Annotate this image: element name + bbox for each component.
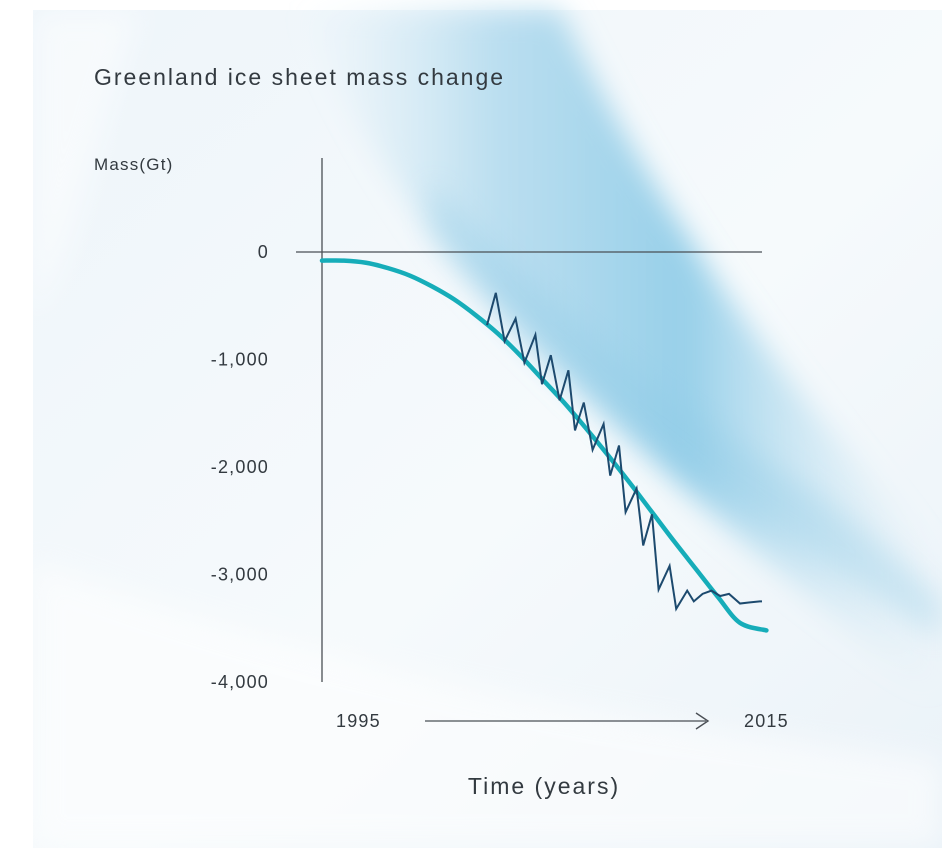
y-tick-label: -1,000 <box>211 350 269 370</box>
x-end-label: 2015 <box>744 711 789 731</box>
y-tick-label: -2,000 <box>211 457 269 477</box>
observed-mass-line <box>486 292 762 612</box>
y-tick-label: -4,000 <box>211 672 269 692</box>
chart-title: Greenland ice sheet mass change <box>94 64 505 90</box>
time-arrow-head <box>695 712 710 730</box>
x-start-label: 1995 <box>336 711 381 731</box>
x-axis-label: Time (years) <box>468 773 620 799</box>
y-tick-label: -3,000 <box>211 565 269 585</box>
y-tick-label: 0 <box>258 242 269 262</box>
y-axis-label: Mass(Gt) <box>94 155 173 174</box>
